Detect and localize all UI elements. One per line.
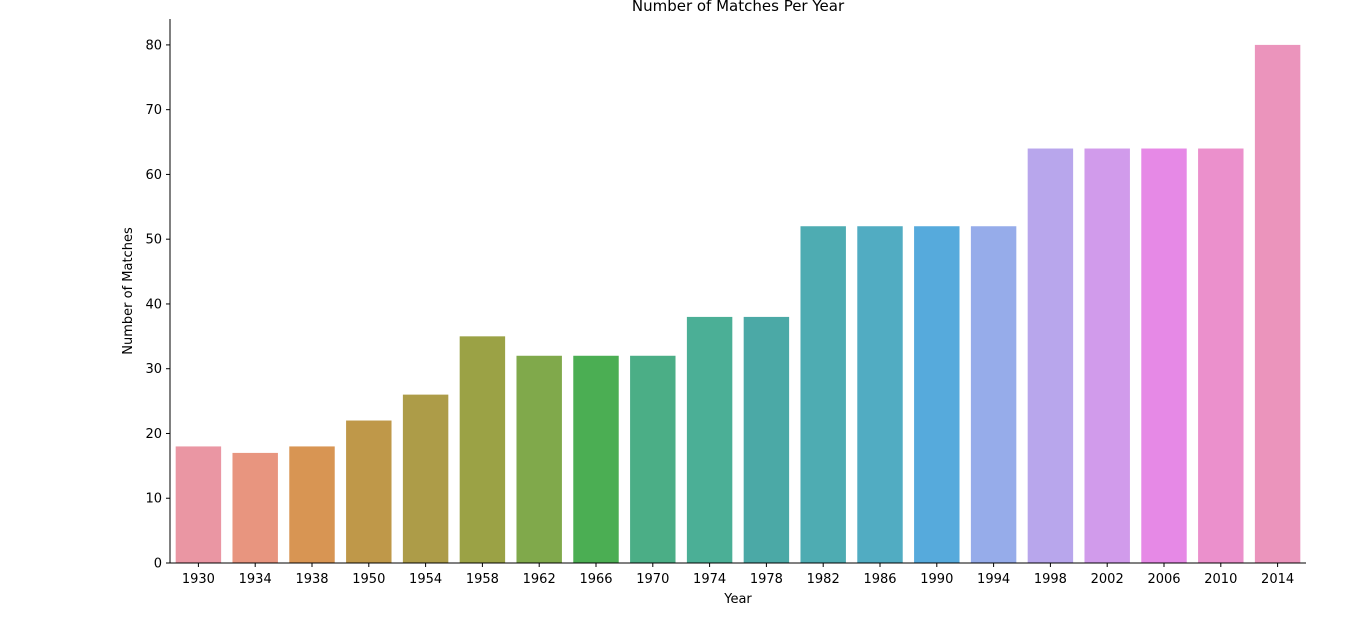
x-tick-label: 1998 [1034, 572, 1067, 587]
x-tick-label: 1982 [807, 572, 840, 587]
x-tick-label: 2010 [1204, 572, 1237, 587]
bar-1994 [970, 226, 1017, 563]
bar-1962 [516, 355, 562, 563]
x-tick-label: 1994 [977, 572, 1010, 587]
x-tick-label: 1990 [920, 572, 953, 587]
y-tick-label: 0 [154, 557, 162, 572]
x-tick-label: 1986 [863, 572, 896, 587]
y-tick-label: 60 [145, 168, 162, 183]
x-tick-label: 1974 [693, 572, 726, 587]
x-tick-label: 1970 [636, 572, 669, 587]
y-tick-label: 50 [145, 233, 162, 248]
x-tick-label: 1966 [579, 572, 612, 587]
x-tick-label: 2006 [1147, 572, 1180, 587]
y-tick-label: 40 [145, 297, 162, 312]
bar-1938 [289, 446, 335, 563]
x-axis-label: Year [723, 592, 752, 607]
x-tick-label: 1950 [352, 572, 385, 587]
bar-1990 [914, 226, 960, 563]
y-tick-label: 80 [145, 38, 162, 53]
bars-group [175, 44, 1301, 563]
x-axis-ticks: 1930 1934 1938 1950 1954 1958 1962 1966 1970 1974… [182, 563, 1294, 587]
x-tick-label: 1930 [182, 572, 215, 587]
x-tick-label: 1938 [295, 572, 328, 587]
bar-2002 [1084, 148, 1130, 563]
y-tick-label: 10 [145, 492, 162, 507]
y-tick-label: 20 [145, 427, 162, 442]
x-tick-label: 1958 [466, 572, 499, 587]
y-tick-label: 70 [145, 103, 162, 118]
bar-1966 [573, 355, 619, 563]
bar-2010 [1198, 148, 1244, 563]
bar-1986 [857, 226, 903, 563]
x-tick-label: 2002 [1091, 572, 1124, 587]
bar-1978 [743, 316, 790, 563]
x-tick-label: 1962 [523, 572, 556, 587]
bar-1958 [459, 336, 506, 563]
bar-1930 [175, 446, 222, 563]
bar-1982 [800, 226, 846, 563]
y-axis-label: Number of Matches [121, 227, 136, 355]
bar-1950 [346, 420, 392, 563]
x-tick-label: 1934 [239, 572, 272, 587]
chart-title: Number of Matches Per Year [632, 0, 845, 15]
x-tick-label: 2014 [1261, 572, 1294, 587]
bar-1974 [686, 316, 733, 563]
bar-1954 [402, 394, 449, 563]
bar-1998 [1027, 148, 1074, 563]
bar-1970 [630, 355, 676, 563]
bar-1934 [232, 452, 278, 563]
bar-2014 [1254, 44, 1301, 563]
y-axis-ticks: 0 10 20 30 40 50 60 70 80 [145, 38, 170, 572]
bar-2006 [1141, 148, 1187, 563]
y-tick-label: 30 [145, 362, 162, 377]
x-tick-label: 1954 [409, 572, 442, 587]
x-tick-label: 1978 [750, 572, 783, 587]
